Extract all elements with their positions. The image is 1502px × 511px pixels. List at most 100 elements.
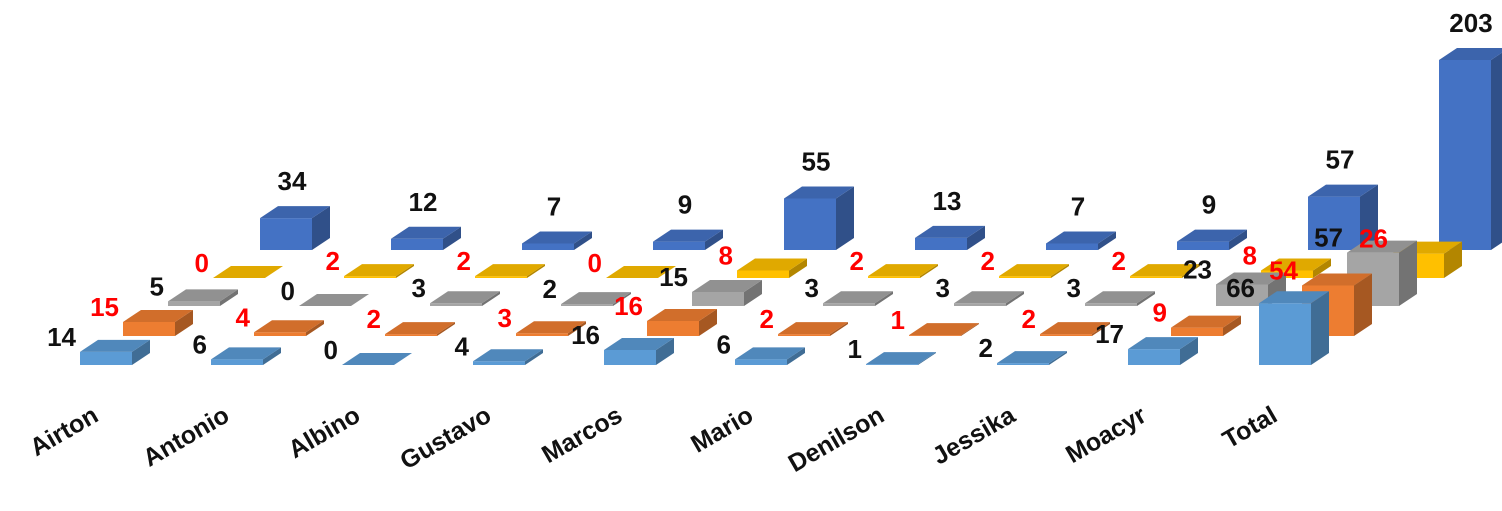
bar-front-face (954, 303, 1006, 306)
bar-side-face (1360, 184, 1378, 250)
data-label: 57 (1314, 223, 1343, 253)
bar-side-face (1137, 291, 1155, 306)
category-label-airton: Airton (25, 401, 103, 462)
bar-side-face (568, 321, 586, 336)
bar-s2-antonio (254, 320, 324, 336)
bar-side-face (875, 291, 893, 306)
data-label: 15 (90, 292, 119, 322)
bar-s1-mario (735, 347, 805, 365)
bar-front-face (211, 359, 263, 365)
bar-side-face (1092, 322, 1110, 336)
bar-side-face (744, 279, 762, 306)
bar-front-face (260, 218, 312, 250)
bar-s2-jessika (1040, 322, 1110, 336)
bar-front-face (1216, 284, 1268, 306)
bar-top-face (1046, 231, 1116, 244)
data-label: 6 (193, 329, 207, 359)
data-label: 3 (1067, 273, 1081, 303)
bar-top-face (1439, 48, 1502, 60)
bar-top-face (997, 351, 1067, 364)
bar-side-face (574, 231, 592, 250)
bar-side-face (1006, 291, 1024, 306)
bar-top-face (1040, 322, 1110, 335)
bar-side-face (312, 206, 330, 250)
bar-top-face (475, 264, 545, 277)
data-label: 2 (543, 274, 557, 304)
category-axis-labels: Airton Antonio Albino Gustavo Marcos Mario Den… (25, 400, 1282, 478)
bar-s3-jessika (1085, 291, 1155, 306)
bar-front-face (473, 361, 525, 365)
bar-top-face (342, 353, 412, 365)
data-label: 23 (1183, 254, 1212, 284)
bar-front-face (123, 321, 175, 336)
data-label: 0 (324, 335, 338, 365)
bar-top-face (647, 309, 717, 322)
category-label-antonio: Antonio (138, 401, 234, 472)
bar-front-face (391, 238, 443, 250)
data-label: 8 (719, 241, 733, 271)
bar-side-face (175, 309, 193, 336)
bar-side-face (1049, 351, 1067, 365)
data-label: 15 (659, 262, 688, 292)
bar-side-face (482, 291, 500, 306)
data-label: 4 (455, 331, 470, 361)
bar-top-face (299, 294, 369, 306)
bar-s5-albino (522, 231, 592, 250)
data-label: 2 (367, 304, 381, 334)
bar-front-face (254, 332, 306, 336)
bar-front-face (915, 237, 967, 250)
data-label: 9 (678, 190, 692, 220)
bar-top-face (473, 349, 543, 362)
data-label: 34 (278, 166, 307, 196)
bar-top-face (260, 206, 330, 219)
bar-s5-mario (915, 225, 985, 250)
bar-side-face (1313, 258, 1331, 278)
bar-top-face (604, 338, 674, 351)
bar-front-face (1177, 241, 1229, 250)
data-label: 14 (47, 322, 76, 352)
bar-front-face (1171, 327, 1223, 336)
bar-s4-airton (213, 266, 283, 278)
bar-s3-gustavo (561, 292, 631, 306)
bar-top-face (653, 229, 723, 242)
bar-front-face (1439, 60, 1491, 250)
bar-side-face (1491, 52, 1502, 250)
bar-front-face (692, 291, 744, 306)
bar-s2-gustavo (516, 321, 586, 336)
bar-top-face (80, 339, 150, 352)
bar-top-face (735, 347, 805, 360)
bar-front-face (999, 276, 1051, 278)
bar-top-face (561, 292, 631, 305)
bar-side-face (830, 322, 848, 336)
bar-front-face (604, 350, 656, 365)
bar-front-face (737, 270, 789, 278)
bar-side-face (967, 225, 985, 250)
data-label: 2 (326, 246, 340, 276)
bar-front-face (385, 334, 437, 336)
data-label: 55 (802, 147, 831, 177)
bar-s2-marcos (647, 309, 717, 336)
bar-side-face (527, 264, 545, 278)
bar-front-face (1259, 303, 1311, 365)
data-label: 9 (1153, 298, 1167, 328)
bar-top-face (385, 322, 455, 335)
data-label: 0 (195, 248, 209, 278)
bar-s3-marcos (692, 279, 762, 306)
bar-s5-antonio (391, 226, 461, 250)
data-label: 2 (1022, 304, 1036, 334)
bar-side-face (220, 289, 238, 306)
bar-top-face (1085, 291, 1155, 304)
bar-top-face (1259, 291, 1329, 304)
data-label: 4 (236, 302, 251, 332)
bar-top-face (737, 258, 807, 271)
data-label: 12 (409, 187, 438, 217)
bar-s1-denilson (866, 352, 936, 365)
bar-side-face (699, 309, 717, 336)
bar-s1-marcos (604, 338, 674, 365)
bar-side-face (1180, 337, 1198, 365)
bar-s4-mario (868, 264, 938, 278)
bar-s4-moacyr (1261, 258, 1331, 278)
bar-s2-moacyr (1171, 315, 1241, 336)
data-label: 3 (805, 273, 819, 303)
bar-top-face (1347, 240, 1417, 253)
